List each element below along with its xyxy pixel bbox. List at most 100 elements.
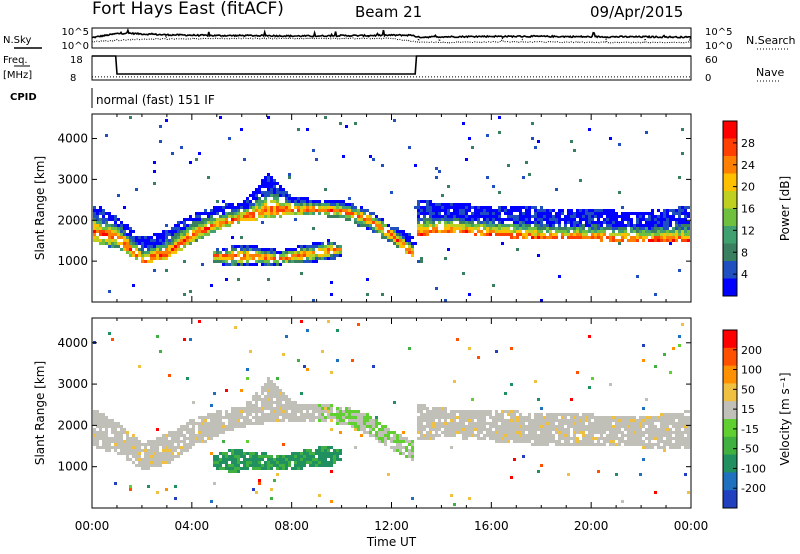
power-cell (195, 236, 198, 239)
power-cell (672, 209, 675, 212)
power-cell (96, 221, 99, 224)
power-cell (300, 254, 303, 257)
power-cell (687, 224, 690, 227)
velocity-cell (534, 434, 537, 437)
velocity-cell (489, 422, 492, 425)
velocity-cell (186, 437, 189, 440)
power-cell (102, 233, 105, 236)
velocity-cell (225, 410, 228, 413)
velocity-cell (249, 350, 252, 353)
time-axis: 00:00 04:00 08:00 12:00 16:00 20:00 00:00Time … (75, 519, 709, 549)
velocity-cell (288, 464, 291, 467)
velocity-cell (126, 443, 129, 446)
power-cell (663, 227, 666, 230)
power-cell (114, 218, 117, 221)
power-cell (213, 254, 216, 257)
power-cell (648, 224, 651, 227)
power-cell (129, 227, 132, 230)
power-cell (390, 236, 393, 239)
power-cell (171, 245, 174, 248)
power-cell (387, 224, 390, 227)
velocity-cell (555, 416, 558, 419)
velocity-cell (687, 410, 690, 413)
velocity-cell (417, 419, 420, 422)
velocity-cell (222, 422, 225, 425)
velocity-cell (576, 443, 579, 446)
velocity-cell (162, 437, 165, 440)
power-cell (501, 230, 504, 233)
power-cell (336, 203, 339, 206)
velocity-cell (279, 458, 282, 461)
power-cell (117, 227, 120, 230)
power-cell (159, 242, 162, 245)
noise-right-tick-label: 10^5 (705, 27, 732, 38)
power-cell (99, 209, 102, 212)
power-cell (417, 221, 420, 224)
velocity-cell (564, 440, 567, 443)
power-cell (195, 224, 198, 227)
velocity-cell (99, 434, 102, 437)
power-cell (606, 221, 609, 224)
velocity-cell (600, 431, 603, 434)
velocity-cell (579, 443, 582, 446)
velocity-cell (681, 416, 684, 419)
velocity-cell (594, 422, 597, 425)
power-cell (588, 224, 591, 227)
velocity-cell (171, 452, 174, 455)
power-cell (627, 239, 630, 242)
velocity-cell (396, 440, 399, 443)
velocity-cell (585, 428, 588, 431)
power-cell (378, 227, 381, 230)
power-cell (297, 251, 300, 254)
power-cell (186, 233, 189, 236)
velocity-cell (288, 413, 291, 416)
velocity-cell (120, 443, 123, 446)
velocity-colorbar-tick-label: -15 (741, 423, 759, 436)
velocity-cell (228, 464, 231, 467)
power-cell (273, 182, 276, 185)
velocity-cell (369, 434, 372, 437)
velocity-cell (504, 434, 507, 437)
power-cell (96, 230, 99, 233)
velocity-cell (597, 425, 600, 428)
power-cell (258, 188, 261, 191)
power-cell (318, 206, 321, 209)
power-cell (648, 212, 651, 215)
power-cell (606, 212, 609, 215)
power-cell (132, 239, 135, 242)
velocity-cell (93, 440, 96, 443)
power-cell (681, 206, 684, 209)
power-cell (261, 221, 264, 224)
power-cell (219, 257, 222, 260)
power-cell (258, 206, 261, 209)
velocity-cell (366, 431, 369, 434)
velocity-cell (300, 467, 303, 470)
power-cell (648, 233, 651, 236)
velocity-cell (558, 434, 561, 437)
power-cell (531, 236, 534, 239)
velocity-cell (336, 416, 339, 419)
power-cell (585, 230, 588, 233)
power-cell (312, 248, 315, 251)
velocity-cell (384, 425, 387, 428)
velocity-cell (678, 425, 681, 428)
power-cell (117, 224, 120, 227)
power-cell (219, 116, 222, 119)
velocity-cell (537, 440, 540, 443)
power-cell (450, 218, 453, 221)
power-cell (240, 128, 243, 131)
velocity-cell (309, 419, 312, 422)
velocity-cell (258, 419, 261, 422)
velocity-cell (513, 431, 516, 434)
velocity-cell (339, 407, 342, 410)
velocity-cell (609, 440, 612, 443)
velocity-cell (564, 422, 567, 425)
velocity-cell (234, 422, 237, 425)
velocity-cell (171, 431, 174, 434)
velocity-cell (288, 398, 291, 401)
velocity-cell (408, 443, 411, 446)
power-cell (171, 233, 174, 236)
velocity-cell (522, 428, 525, 431)
power-cell (111, 218, 114, 221)
